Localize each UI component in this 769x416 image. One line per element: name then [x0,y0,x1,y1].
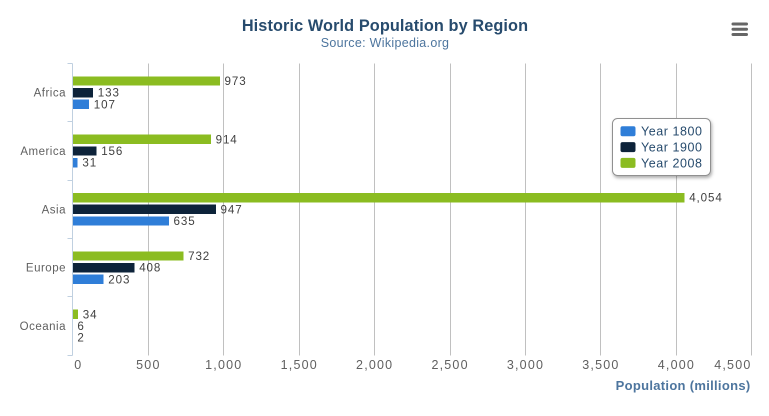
svg-text:3,500: 3,500 [582,358,619,372]
svg-text:Source: Wikipedia.org: Source: Wikipedia.org [321,36,450,50]
svg-text:1,500: 1,500 [281,358,318,372]
svg-text:947: 947 [221,203,243,216]
svg-text:1,000: 1,000 [205,358,242,372]
svg-text:2,500: 2,500 [431,358,468,372]
svg-text:408: 408 [139,262,161,275]
svg-text:6: 6 [77,320,84,333]
svg-text:914: 914 [216,133,238,146]
svg-text:2: 2 [77,332,84,345]
svg-text:0: 0 [74,358,82,372]
svg-text:Year 1800: Year 1800 [641,125,703,139]
svg-text:Asia: Asia [42,204,66,216]
svg-text:Historic World Population by R: Historic World Population by Region [242,17,528,35]
svg-text:Year 1900: Year 1900 [641,141,703,155]
svg-text:3,000: 3,000 [507,358,544,372]
svg-text:Europe: Europe [26,263,66,275]
svg-text:4,500: 4,500 [714,358,751,372]
svg-text:133: 133 [98,87,120,100]
svg-text:America: America [20,146,66,158]
svg-text:4,000: 4,000 [658,358,695,372]
svg-text:Population (millions): Population (millions) [616,378,751,393]
svg-text:Year 2008: Year 2008 [641,156,703,170]
svg-text:Africa: Africa [34,88,67,100]
svg-text:732: 732 [188,250,210,263]
svg-text:4,054: 4,054 [689,192,723,205]
svg-text:31: 31 [82,157,97,170]
svg-text:500: 500 [136,358,160,372]
svg-text:203: 203 [108,273,130,286]
svg-text:2,000: 2,000 [356,358,393,372]
svg-text:973: 973 [225,75,247,88]
svg-text:34: 34 [83,308,98,321]
svg-text:156: 156 [101,145,123,158]
svg-text:Oceania: Oceania [20,321,66,333]
svg-text:635: 635 [174,215,196,228]
svg-text:107: 107 [94,98,116,111]
